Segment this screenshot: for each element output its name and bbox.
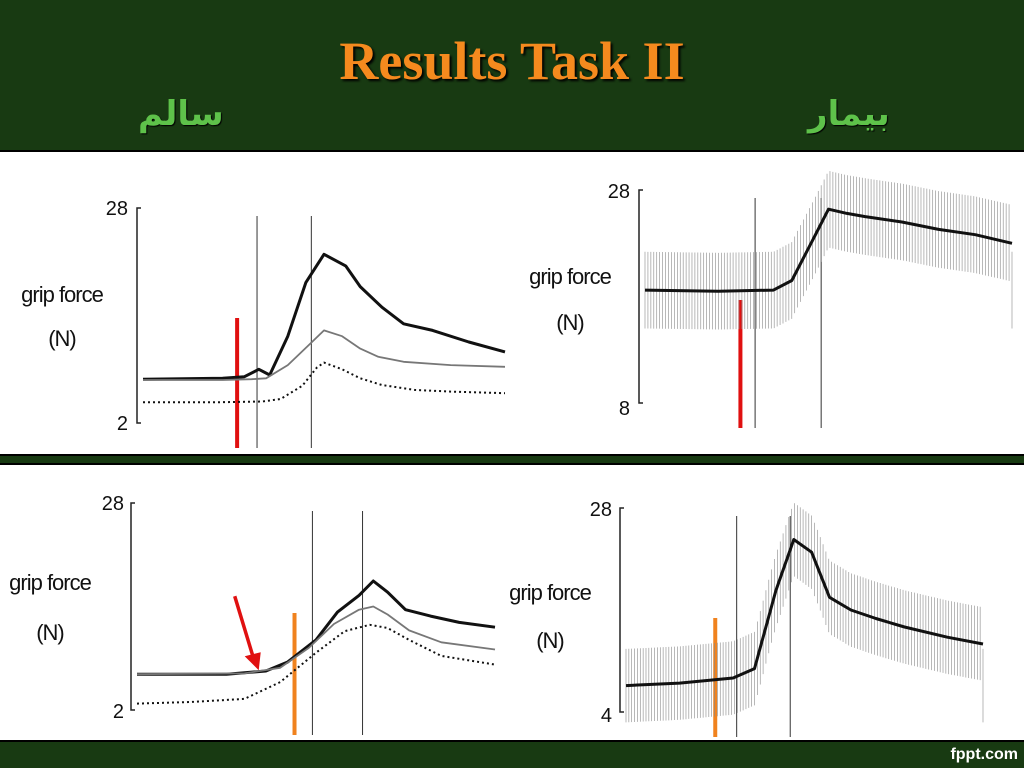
y-axis-label-line2: (N) [556, 310, 584, 335]
bottom-chart-row [0, 463, 1024, 742]
y-tick-min: 8 [619, 398, 630, 420]
series-line-2 [143, 361, 506, 404]
y-tick-min: 4 [601, 705, 612, 727]
y-axis-label-line1: grip force [21, 282, 103, 307]
y-axis-label-line2: (N) [36, 620, 64, 645]
label-patient: بیمار [808, 94, 890, 134]
y-tick-min: 2 [113, 701, 124, 723]
y-tick-min: 2 [117, 413, 128, 435]
y-axis-label-line1: grip force [509, 580, 591, 605]
series-line-0 [644, 207, 1013, 293]
y-axis-label-line2: (N) [536, 628, 564, 653]
arrow-head [244, 652, 261, 671]
y-tick-max: 28 [106, 198, 128, 220]
y-axis [619, 507, 624, 713]
error-bars-0 [625, 503, 984, 723]
label-healthy: سالم [138, 94, 224, 134]
slide-title: Results Task II [339, 31, 685, 91]
series-line-1 [143, 329, 506, 381]
footer-brand: fppt.com [950, 746, 1018, 763]
arrow-shaft [233, 595, 257, 663]
y-axis [130, 502, 135, 711]
y-tick-max: 28 [608, 181, 630, 203]
y-tick-max: 28 [590, 499, 612, 521]
y-axis [136, 207, 141, 424]
y-axis [638, 189, 643, 404]
series-line-0 [137, 579, 496, 676]
y-axis-label-line1: grip force [9, 570, 91, 595]
series-line-0 [625, 538, 984, 688]
y-tick-max: 28 [102, 493, 124, 515]
y-axis-label-line1: grip force [529, 264, 611, 289]
y-axis-label-line2: (N) [48, 326, 76, 351]
series-line-0 [142, 252, 506, 381]
series-line-1 [136, 605, 496, 676]
